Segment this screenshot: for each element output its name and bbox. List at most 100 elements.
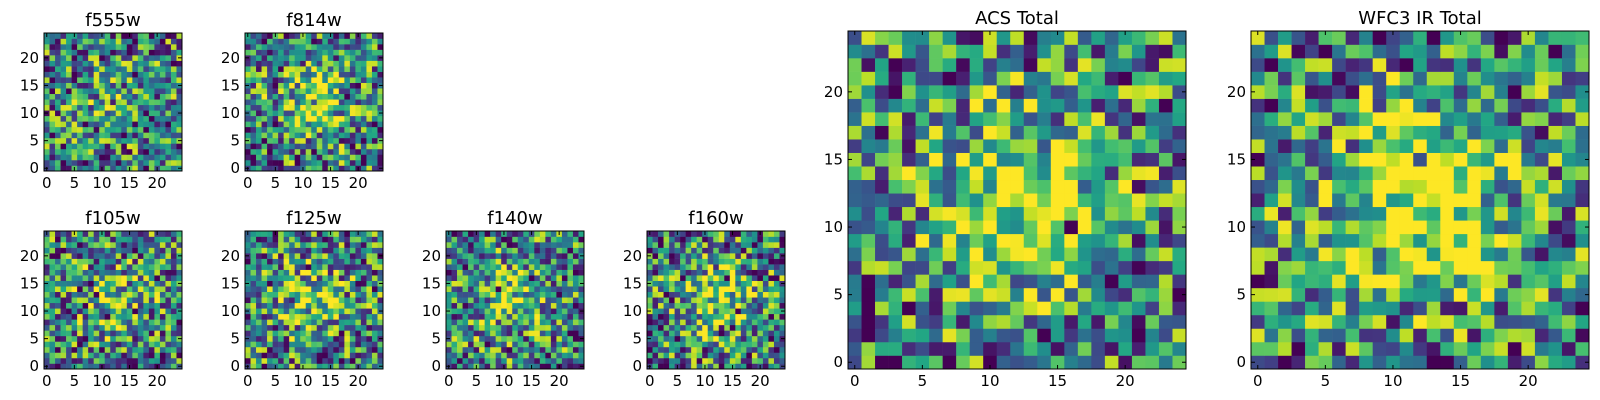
heatmap-cell	[1158, 233, 1173, 248]
heatmap-cell	[751, 352, 758, 359]
heatmap-cell	[250, 121, 257, 128]
heatmap-cell	[691, 319, 697, 326]
heatmap-cell	[322, 126, 329, 133]
heatmap-cell	[680, 258, 686, 265]
heatmap-cell	[561, 324, 568, 331]
heatmap-cell	[534, 324, 541, 331]
heatmap-cell	[154, 236, 161, 243]
heatmap-cell	[1534, 260, 1549, 275]
heatmap-cell	[528, 302, 535, 309]
heatmap-cell	[669, 242, 675, 248]
heatmap-cell	[652, 236, 659, 243]
heatmap-cell	[366, 275, 373, 281]
heatmap-cell	[1091, 31, 1106, 45]
heatmap-cell	[283, 313, 290, 320]
heatmap-cell	[902, 139, 916, 153]
heatmap-cell	[1561, 274, 1576, 289]
heatmap-cell	[77, 159, 83, 166]
heatmap-cell	[143, 126, 150, 133]
heatmap-cell	[578, 242, 585, 248]
heatmap-cell	[278, 330, 284, 337]
heatmap-cell	[366, 126, 373, 133]
heatmap-cell	[1426, 193, 1441, 208]
heatmap-cell	[82, 269, 89, 276]
heatmap-cell	[305, 242, 312, 248]
heatmap-cell	[1091, 58, 1106, 72]
heatmap-cell	[451, 236, 458, 243]
heatmap-cell	[1104, 112, 1119, 126]
heatmap-cell	[170, 319, 177, 326]
heatmap-cell	[848, 31, 862, 45]
heatmap-cell	[539, 363, 546, 370]
heatmap-cell	[685, 302, 692, 309]
heatmap-cell	[366, 77, 373, 83]
heatmap-cell	[261, 341, 268, 348]
heatmap-cell	[751, 269, 758, 276]
heatmap-cell	[327, 330, 334, 337]
heatmap-cell	[652, 313, 659, 320]
heatmap-cell	[1278, 233, 1292, 248]
heatmap-cell	[1467, 247, 1482, 262]
heatmap-cell	[137, 110, 144, 117]
heatmap-cell	[779, 313, 786, 320]
heatmap-cell	[1575, 193, 1590, 208]
heatmap-cell	[1278, 355, 1292, 370]
heatmap-cell	[316, 60, 323, 67]
heatmap-cell	[567, 280, 574, 287]
heatmap-cell	[1548, 355, 1563, 370]
heatmap-cell	[377, 291, 384, 298]
heatmap-cell	[333, 275, 340, 281]
heatmap-cell	[462, 236, 469, 243]
heatmap-cell	[294, 121, 301, 128]
heatmap-cell	[768, 335, 775, 342]
heatmap-cell	[768, 352, 775, 359]
heatmap-cell	[377, 324, 384, 331]
x-tick-label: 0	[243, 174, 253, 192]
heatmap-cell	[779, 264, 786, 270]
heatmap-cell	[702, 258, 709, 265]
heatmap-cell	[316, 55, 323, 61]
heatmap-cell	[647, 247, 653, 254]
heatmap-cell	[327, 88, 334, 95]
heatmap-cell	[322, 82, 329, 89]
heatmap-cell	[652, 319, 659, 326]
heatmap-cell	[550, 236, 557, 243]
heatmap-cell	[289, 77, 295, 83]
heatmap-cell	[126, 71, 133, 78]
heatmap-cell	[278, 363, 284, 370]
heatmap-cell	[115, 275, 122, 281]
heatmap-cell	[762, 258, 769, 265]
heatmap-cell	[1345, 166, 1360, 181]
heatmap-cell	[250, 264, 257, 270]
heatmap-cell	[1010, 166, 1025, 181]
heatmap-cell	[272, 330, 279, 337]
heatmap-cell	[316, 335, 323, 342]
heatmap-cell	[1023, 85, 1038, 99]
heatmap-cell	[322, 330, 329, 337]
heatmap-cell	[1131, 112, 1146, 126]
heatmap-cell	[99, 236, 106, 243]
heatmap-cell	[93, 280, 100, 287]
heatmap-cell	[121, 154, 128, 161]
x-tick-label: 0	[444, 372, 454, 390]
heatmap-cell	[305, 319, 312, 326]
heatmap-cell	[327, 132, 334, 139]
heatmap-cell	[165, 330, 172, 337]
heatmap-cell	[170, 253, 177, 259]
heatmap-cell	[137, 165, 144, 172]
heatmap-cell	[484, 363, 491, 370]
heatmap-cell	[713, 335, 720, 342]
heatmap-cell	[773, 330, 780, 337]
heatmap-cell	[996, 220, 1011, 235]
heatmap-cell	[267, 165, 273, 172]
heatmap-cell	[366, 143, 373, 150]
heatmap-cell	[534, 258, 541, 265]
heatmap-cell	[60, 236, 67, 243]
heatmap-cell	[49, 258, 56, 265]
heatmap-cell	[349, 269, 356, 276]
heatmap-cell	[327, 55, 334, 61]
heatmap-cell	[473, 297, 480, 304]
heatmap-cell	[104, 137, 111, 144]
heatmap-cell	[1386, 314, 1401, 329]
heatmap-cell	[159, 308, 166, 315]
